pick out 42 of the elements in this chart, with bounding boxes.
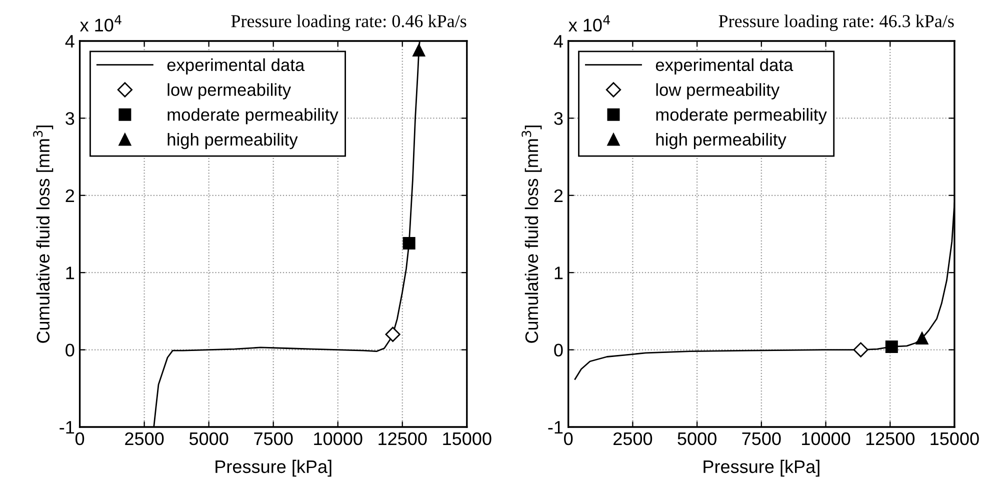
text: x 10$^{4}$	[568, 15, 610, 32]
y-tick-label: 0	[66, 344, 74, 357]
x-tick-label: 12500	[866, 432, 915, 446]
x-axis-title: Pressure [kPa]	[216, 460, 332, 477]
x-tick-label: 7500	[742, 432, 781, 446]
y-tick-label: 3	[66, 112, 74, 125]
chart-title: Pressure loading rate: 46.3 kPa/s	[718, 14, 954, 31]
x-tick-label: 0	[564, 432, 573, 446]
legend-label: moderate permeability	[168, 108, 338, 124]
legend-label: low permeability	[656, 83, 780, 100]
legend-label: experimental data	[656, 58, 794, 75]
legend-label: high permeability	[656, 132, 786, 150]
chart-title: Pressure loading rate: 0.46 kPa/s	[231, 14, 466, 31]
x-tick-label: 12500	[378, 432, 427, 446]
legend-label: low permeability	[168, 83, 292, 100]
x-tick-label: 7500	[254, 432, 293, 446]
legend-label: high permeability	[168, 132, 298, 150]
x-tick-label: 5000	[189, 432, 228, 446]
x-tick-label: 10000	[802, 432, 850, 446]
y-axis-title: Cumulative fluid loss [mm$^{3}$]	[33, 126, 54, 343]
x-tick-label: 2500	[614, 432, 652, 446]
x-tick-label: 0	[75, 432, 84, 446]
text: x 10$^{4}$	[80, 15, 122, 32]
x-tick-label: 10000	[314, 432, 362, 446]
y-tick-label: -1	[548, 421, 563, 434]
y-axis-title: Cumulative fluid loss [mm$^{3}$]	[522, 126, 542, 343]
legend-label: moderate permeability	[656, 108, 827, 124]
y-tick-label: -1	[60, 421, 74, 434]
y-tick-label: 4	[554, 35, 563, 48]
x-axis-title: Pressure [kPa]	[704, 460, 820, 477]
legend-label: experimental data	[167, 58, 305, 75]
y-tick-label: 3	[554, 112, 563, 125]
x-tick-label: 15000	[443, 432, 492, 446]
y-tick-label: 0	[554, 344, 563, 357]
x-tick-label: 5000	[678, 432, 716, 446]
x-tick-label: 15000	[930, 432, 979, 446]
x-tick-label: 2500	[125, 432, 164, 446]
y-tick-label: 1	[554, 266, 563, 280]
y-tick-label: 1	[66, 266, 74, 280]
y-tick-label: 2	[66, 189, 74, 202]
y-tick-label: 4	[65, 35, 74, 48]
y-tick-label: 2	[554, 189, 563, 202]
